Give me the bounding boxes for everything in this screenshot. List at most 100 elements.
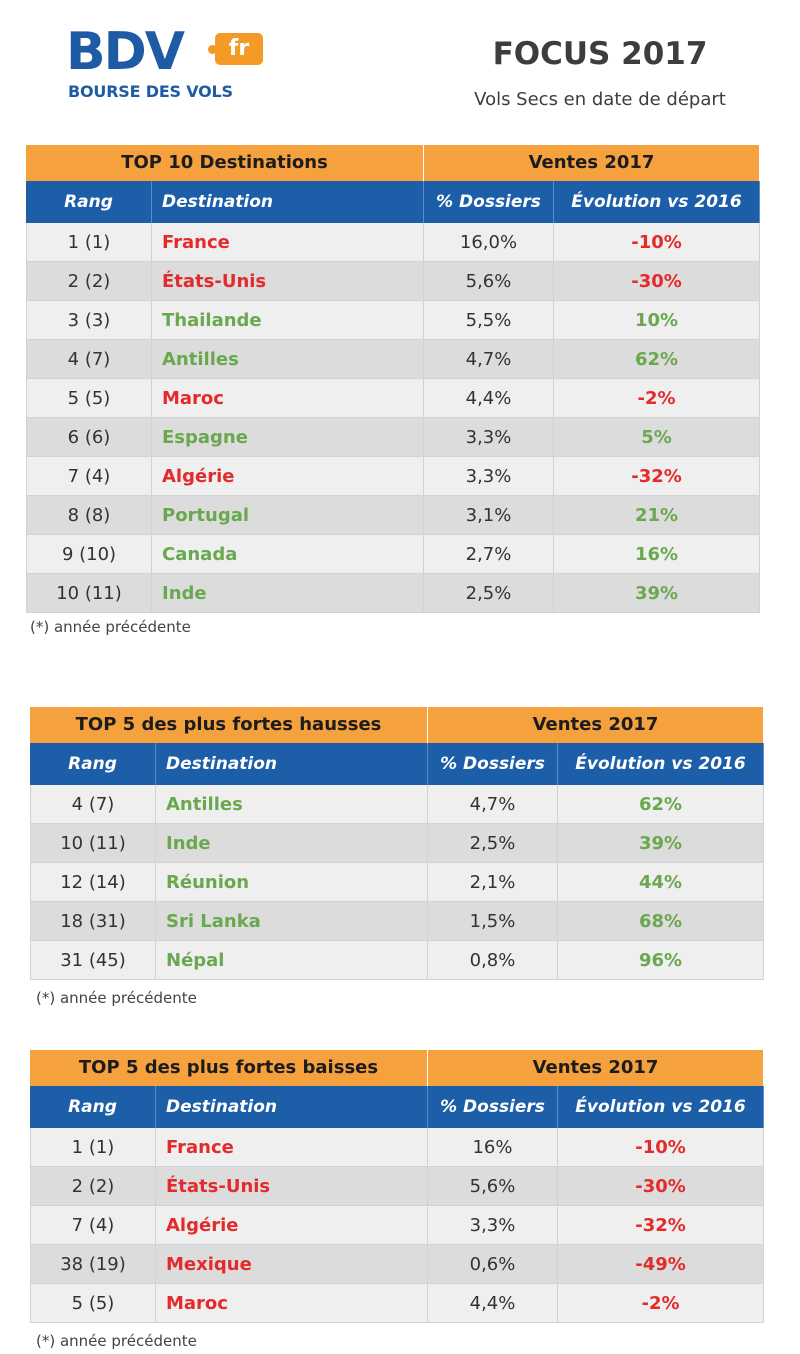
rank-cell: 18 (31) <box>30 902 156 941</box>
dossiers-cell: 4,7% <box>428 785 558 824</box>
table-top10: TOP 10 Destinations Ventes 2017 Rang Des… <box>26 145 760 613</box>
col-destination: Destination <box>156 1086 428 1128</box>
destination-cell: Maroc <box>152 379 424 418</box>
col-evolution: Évolution vs 2016 <box>558 743 764 785</box>
table-row: 6 (6) Espagne 3,3% 5% <box>26 418 760 457</box>
column-header-row: Rang Destination % Dossiers Évolution vs… <box>30 743 764 785</box>
col-dossiers: % Dossiers <box>424 181 554 223</box>
dossiers-cell: 16,0% <box>424 223 554 262</box>
destination-cell: Maroc <box>156 1284 428 1323</box>
evolution-cell: 5% <box>554 418 760 457</box>
evolution-cell: 62% <box>558 785 764 824</box>
table-row: 38 (19) Mexique 0,6% -49% <box>30 1245 764 1284</box>
table-body: 4 (7) Antilles 4,7% 62% 10 (11) Inde 2,5% 39% 12… <box>30 785 764 980</box>
logo-fr-badge: fr <box>208 33 263 65</box>
destination-cell: France <box>152 223 424 262</box>
rank-cell: 10 (11) <box>30 824 156 863</box>
dossiers-cell: 0,8% <box>428 941 558 980</box>
evolution-cell: 68% <box>558 902 764 941</box>
rank-cell: 5 (5) <box>26 379 152 418</box>
destination-cell: Antilles <box>156 785 428 824</box>
rank-cell: 10 (11) <box>26 574 152 613</box>
destination-cell: Antilles <box>152 340 424 379</box>
rank-cell: 7 (4) <box>30 1206 156 1245</box>
table-title-row: TOP 5 des plus fortes hausses Ventes 201… <box>30 707 764 743</box>
dossiers-cell: 5,5% <box>424 301 554 340</box>
evolution-cell: 16% <box>554 535 760 574</box>
rank-cell: 9 (10) <box>26 535 152 574</box>
page-title: FOCUS 2017 <box>492 36 708 72</box>
footnote: (*) année précédente <box>36 989 197 1007</box>
col-rang: Rang <box>30 743 156 785</box>
dossiers-cell: 2,5% <box>428 824 558 863</box>
destination-cell: États-Unis <box>152 262 424 301</box>
logo-dot <box>208 45 217 54</box>
table-sales-title: Ventes 2017 <box>424 145 760 181</box>
evolution-cell: 39% <box>558 824 764 863</box>
table-row: 10 (11) Inde 2,5% 39% <box>26 574 760 613</box>
rank-cell: 2 (2) <box>26 262 152 301</box>
rank-cell: 1 (1) <box>26 223 152 262</box>
evolution-cell: 96% <box>558 941 764 980</box>
evolution-cell: -2% <box>558 1284 764 1323</box>
table-row: 2 (2) États-Unis 5,6% -30% <box>26 262 760 301</box>
col-rang: Rang <box>26 181 152 223</box>
table-title-row: TOP 5 des plus fortes baisses Ventes 201… <box>30 1050 764 1086</box>
evolution-cell: -10% <box>554 223 760 262</box>
evolution-cell: -32% <box>554 457 760 496</box>
dossiers-cell: 3,1% <box>424 496 554 535</box>
table-row: 9 (10) Canada 2,7% 16% <box>26 535 760 574</box>
logo-wordmark: BDV <box>66 22 185 82</box>
col-destination: Destination <box>152 181 424 223</box>
table-row: 4 (7) Antilles 4,7% 62% <box>30 785 764 824</box>
destination-cell: Canada <box>152 535 424 574</box>
rank-cell: 4 (7) <box>26 340 152 379</box>
table-title: TOP 5 des plus fortes hausses <box>30 707 428 743</box>
col-dossiers: % Dossiers <box>428 743 558 785</box>
destination-cell: Mexique <box>156 1245 428 1284</box>
col-destination: Destination <box>156 743 428 785</box>
evolution-cell: 62% <box>554 340 760 379</box>
destination-cell: Portugal <box>152 496 424 535</box>
destination-cell: Sri Lanka <box>156 902 428 941</box>
rank-cell: 31 (45) <box>30 941 156 980</box>
logo-fr-text: fr <box>228 36 250 61</box>
rank-cell: 2 (2) <box>30 1167 156 1206</box>
table-sales-title: Ventes 2017 <box>428 707 764 743</box>
table-title: TOP 5 des plus fortes baisses <box>30 1050 428 1086</box>
col-rang: Rang <box>30 1086 156 1128</box>
footnote: (*) année précédente <box>30 618 191 636</box>
table-row: 7 (4) Algérie 3,3% -32% <box>30 1206 764 1245</box>
evolution-cell: -49% <box>558 1245 764 1284</box>
evolution-cell: 44% <box>558 863 764 902</box>
dossiers-cell: 4,4% <box>424 379 554 418</box>
table-hausses: TOP 5 des plus fortes hausses Ventes 201… <box>30 707 764 980</box>
bdv-logo: BDV fr BOURSE DES VOLS <box>66 24 276 108</box>
rank-cell: 3 (3) <box>26 301 152 340</box>
evolution-cell: -10% <box>558 1128 764 1167</box>
table-row: 7 (4) Algérie 3,3% -32% <box>26 457 760 496</box>
destination-cell: France <box>156 1128 428 1167</box>
evolution-cell: -32% <box>558 1206 764 1245</box>
table-row: 31 (45) Népal 0,8% 96% <box>30 941 764 980</box>
table-row: 18 (31) Sri Lanka 1,5% 68% <box>30 902 764 941</box>
dossiers-cell: 1,5% <box>428 902 558 941</box>
table-title: TOP 10 Destinations <box>26 145 424 181</box>
dossiers-cell: 5,6% <box>428 1167 558 1206</box>
dossiers-cell: 2,5% <box>424 574 554 613</box>
rank-cell: 38 (19) <box>30 1245 156 1284</box>
table-row: 3 (3) Thailande 5,5% 10% <box>26 301 760 340</box>
dossiers-cell: 4,4% <box>428 1284 558 1323</box>
rank-cell: 7 (4) <box>26 457 152 496</box>
column-header-row: Rang Destination % Dossiers Évolution vs… <box>30 1086 764 1128</box>
evolution-cell: -2% <box>554 379 760 418</box>
table-row: 10 (11) Inde 2,5% 39% <box>30 824 764 863</box>
rank-cell: 5 (5) <box>30 1284 156 1323</box>
rank-cell: 6 (6) <box>26 418 152 457</box>
dossiers-cell: 2,7% <box>424 535 554 574</box>
rank-cell: 8 (8) <box>26 496 152 535</box>
table-row: 4 (7) Antilles 4,7% 62% <box>26 340 760 379</box>
dossiers-cell: 3,3% <box>424 457 554 496</box>
logo-tagline: BOURSE DES VOLS <box>68 82 233 101</box>
rank-cell: 1 (1) <box>30 1128 156 1167</box>
